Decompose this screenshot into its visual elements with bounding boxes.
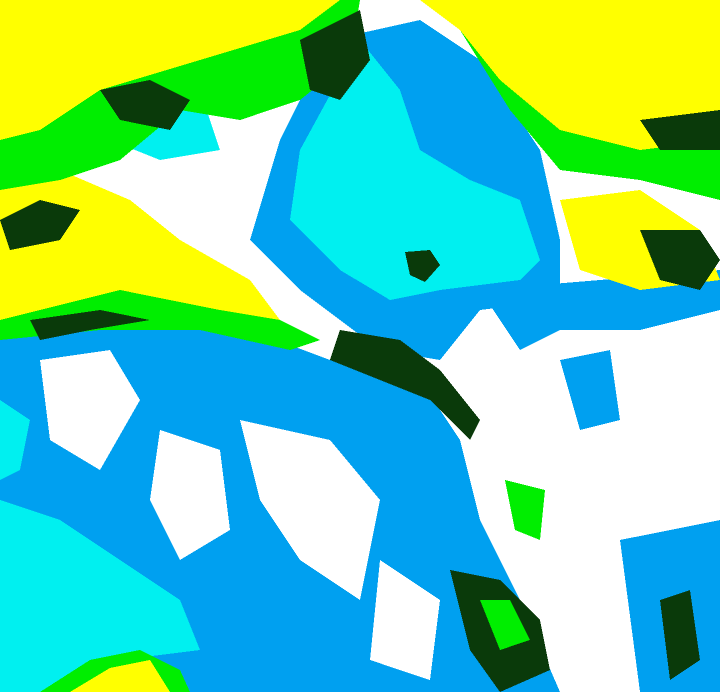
- yellow-region-northeast: [420, 0, 720, 150]
- cyan-plume: [290, 40, 540, 300]
- cyan-strip-west: [0, 400, 30, 480]
- green-patch-southeast: [505, 480, 545, 540]
- blue-region-east-mid: [560, 350, 620, 430]
- white-patch: [150, 430, 230, 560]
- darkgreen-east: [640, 230, 720, 290]
- green-patch-south: [480, 600, 530, 650]
- cyan-region-southwest: [0, 500, 200, 692]
- darkgreen-southeast: [660, 590, 700, 680]
- darkgreen-northeast: [640, 110, 720, 150]
- white-patch: [240, 420, 380, 600]
- darkgreen-strip-west: [30, 310, 150, 340]
- green-band-west: [0, 290, 320, 350]
- yellow-patch-southwest: [70, 660, 170, 692]
- darkgreen-lake: [405, 250, 440, 282]
- white-patch: [40, 350, 140, 470]
- white-patch: [370, 560, 440, 680]
- darkgreen-ridge: [330, 330, 480, 440]
- green-band-northeast: [460, 30, 720, 200]
- yellow-region-northwest: [0, 0, 340, 140]
- darkgreen-north-west: [100, 80, 190, 130]
- darkgreen-northwest: [300, 10, 370, 100]
- darkgreen-west: [0, 200, 80, 250]
